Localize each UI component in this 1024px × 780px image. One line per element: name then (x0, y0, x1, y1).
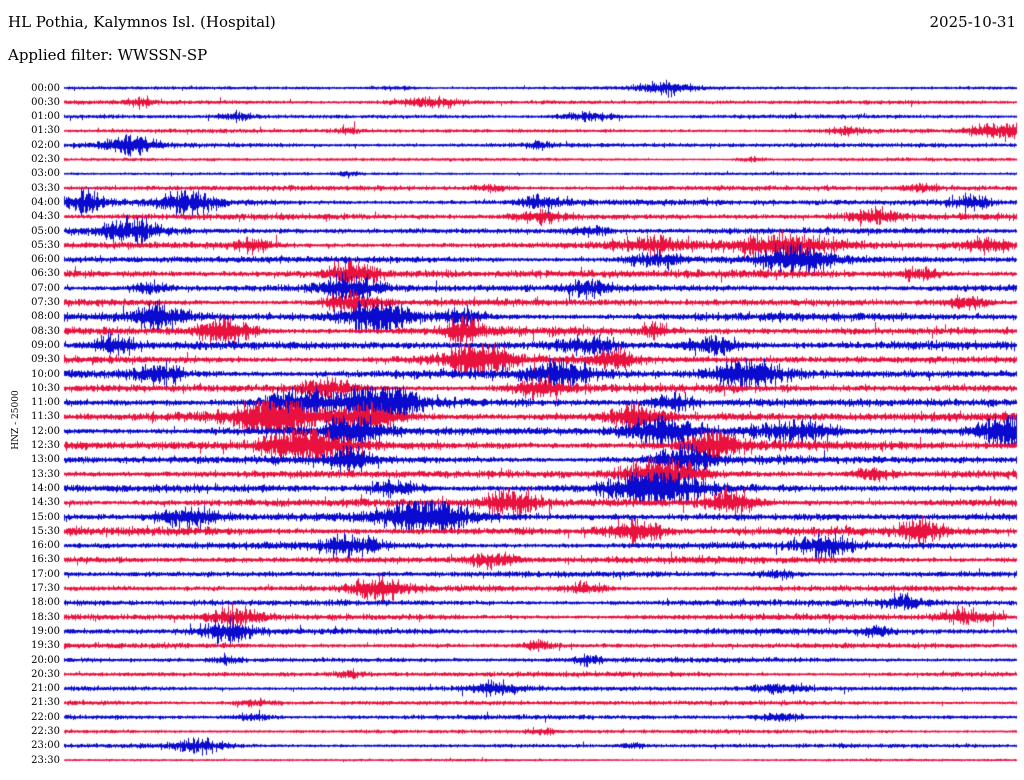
time-label: 04:00 (31, 196, 60, 208)
time-label: 22:00 (31, 711, 60, 723)
time-label: 19:30 (31, 640, 60, 652)
time-label: 08:30 (31, 325, 60, 337)
time-label: 11:30 (31, 411, 60, 423)
time-label: 06:30 (31, 268, 60, 280)
time-label-column: 00:00 00:30 01:00 01:30 02:00 02:30 03:00 03:30… (0, 0, 64, 780)
time-label: 05:00 (31, 225, 60, 237)
time-label: 10:30 (31, 382, 60, 394)
time-label: 18:30 (31, 611, 60, 623)
time-label: 17:30 (31, 583, 60, 594)
time-label: 00:30 (31, 96, 60, 108)
time-label: 12:00 (31, 425, 60, 437)
time-label: 21:30 (31, 697, 60, 709)
time-label: 02:30 (31, 154, 60, 165)
time-label: 07:00 (31, 282, 60, 294)
time-label: 21:00 (31, 683, 60, 695)
time-label: 16:30 (31, 554, 60, 566)
time-label: 17:00 (31, 568, 60, 580)
time-label: 03:30 (31, 182, 60, 194)
time-label: 01:00 (31, 111, 60, 123)
time-label: 02:00 (31, 139, 60, 151)
time-label: 07:30 (31, 297, 60, 308)
time-label: 23:30 (31, 754, 60, 766)
time-label: 22:30 (31, 726, 60, 737)
time-label: 13:30 (31, 468, 60, 480)
time-label: 15:30 (31, 525, 60, 537)
time-label: 09:00 (31, 339, 60, 351)
time-label: 12:30 (31, 440, 60, 451)
time-label: 20:00 (31, 654, 60, 666)
time-label: 00:00 (31, 82, 60, 94)
time-label: 23:00 (31, 740, 60, 752)
time-label: 14:30 (31, 497, 60, 509)
time-label: 16:00 (31, 540, 60, 552)
time-label: 05:30 (31, 239, 60, 251)
time-label: 09:30 (31, 354, 60, 366)
time-label: 10:00 (31, 368, 60, 380)
time-label: 06:00 (31, 254, 60, 266)
time-label: 19:00 (31, 625, 60, 637)
time-label: 01:30 (31, 125, 60, 137)
time-label: 15:00 (31, 511, 60, 523)
time-label: 04:30 (31, 211, 60, 223)
time-label: 03:00 (31, 168, 60, 180)
time-label: 18:00 (31, 597, 60, 609)
time-label: 20:30 (31, 668, 60, 680)
time-label: 11:00 (31, 397, 60, 409)
time-label: 14:00 (31, 482, 60, 494)
time-label: 13:00 (31, 454, 60, 466)
time-label: 08:00 (31, 311, 60, 323)
